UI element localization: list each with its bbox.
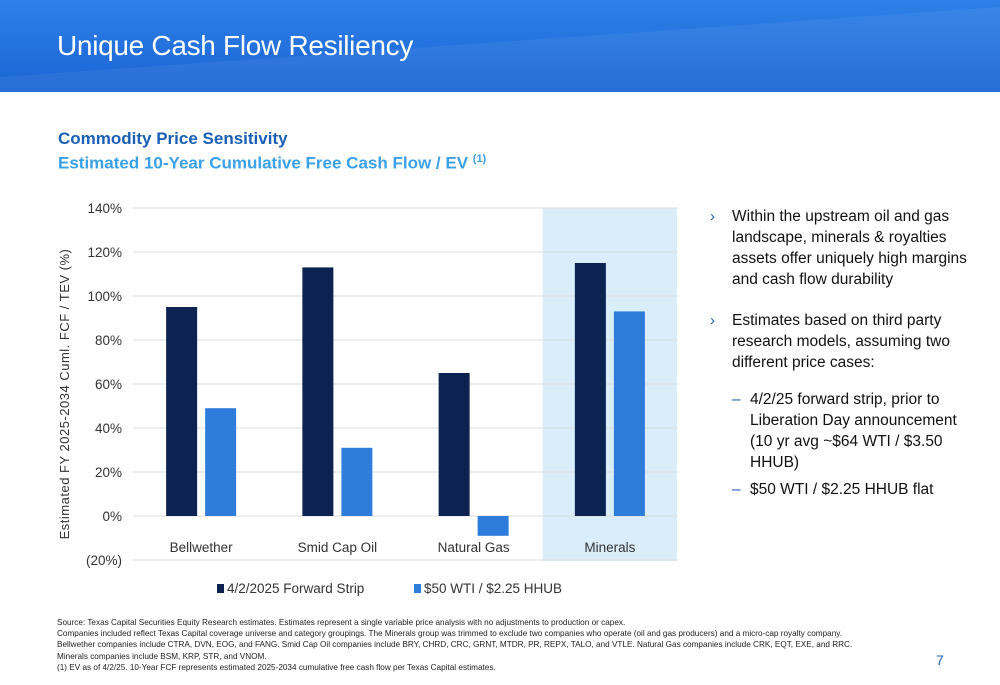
- y-tick-label: 80%: [95, 333, 122, 348]
- sub-bullet-point: –4/2/25 forward strip, prior to Liberati…: [710, 389, 990, 473]
- legend-swatch: [217, 584, 224, 593]
- y-tick-label: 140%: [87, 201, 122, 216]
- x-tick-label: Minerals: [584, 540, 635, 555]
- bar-flat-price: [477, 516, 509, 536]
- legend-swatch: [414, 584, 421, 593]
- chevron-right-icon: ›: [710, 208, 715, 225]
- footnote-marker: (1): [472, 153, 487, 165]
- page-number: 7: [936, 652, 944, 668]
- footnotes: Source: Texas Capital Securities Equity …: [57, 617, 937, 673]
- footnote-line: (1) EV as of 4/2/25. 10-Year FCF represe…: [57, 662, 496, 672]
- sub-bullet-text: 4/2/25 forward strip, prior to Liberatio…: [750, 391, 957, 471]
- dash-icon: –: [732, 481, 741, 498]
- bar-flat-price: [613, 311, 645, 516]
- dash-icon: –: [732, 391, 741, 408]
- y-tick-label: 60%: [95, 377, 122, 392]
- title-banner: Unique Cash Flow Resiliency: [0, 0, 1000, 92]
- y-tick-label: 0%: [102, 509, 122, 524]
- bar-forward-strip: [302, 267, 334, 516]
- bar-forward-strip: [166, 307, 198, 516]
- y-tick-label: (20%): [86, 553, 122, 568]
- chevron-right-icon: ›: [710, 312, 715, 329]
- sub-bullet-point: – $50 WTI / $2.25 HHUB flat: [710, 479, 990, 500]
- chart-subheading-text: Estimated 10-Year Cumulative Free Cash F…: [58, 153, 469, 173]
- x-tick-label: Smid Cap Oil: [298, 540, 378, 555]
- bar-flat-price: [341, 447, 373, 516]
- y-tick-label: 20%: [95, 465, 122, 480]
- bullet-text: Within the upstream oil and gas landscap…: [732, 208, 967, 288]
- footnote-line: Companies included reflect Texas Capital…: [57, 629, 843, 639]
- footnote-line: Bellwether companies include CTRA, DVN, …: [57, 640, 853, 650]
- bullet-point: › Within the upstream oil and gas landsca…: [710, 206, 990, 290]
- bar-forward-strip: [574, 263, 606, 516]
- bullet-point: › Estimates based on third party research…: [710, 310, 990, 373]
- footnote-line: Minerals companies include BSM, KRP, STR…: [57, 651, 267, 661]
- x-tick-label: Bellwether: [170, 540, 234, 555]
- legend-label: $50 WTI / $2.25 HHUB: [424, 581, 562, 596]
- footnote-line: Source: Texas Capital Securities Equity …: [57, 618, 626, 627]
- chart-subheading: Estimated 10-Year Cumulative Free Cash F…: [58, 153, 486, 174]
- bar-chart: (20%) 0% 20% 40% 60% 80% 100% 120% 140% Bellwethe…: [57, 201, 678, 596]
- y-tick-label: 40%: [95, 421, 122, 436]
- x-tick-label: Natural Gas: [438, 540, 510, 555]
- bullet-list: › Within the upstream oil and gas landsca…: [710, 206, 990, 510]
- bar-flat-price: [205, 408, 237, 516]
- y-tick-label: 100%: [87, 289, 122, 304]
- legend-label: 4/2/2025 Forward Strip: [227, 581, 364, 596]
- sub-bullet-text: $50 WTI / $2.25 HHUB flat: [750, 481, 934, 498]
- y-axis-label: Estimated FY 2025-2034 Cuml. FCF / TEV (…: [57, 249, 72, 540]
- y-tick-label: 120%: [87, 245, 122, 260]
- bar-forward-strip: [438, 373, 470, 516]
- page-title: Unique Cash Flow Resiliency: [57, 30, 414, 61]
- bullet-text: Estimates based on third party research …: [732, 312, 950, 371]
- chart-heading: Commodity Price Sensitivity: [58, 129, 288, 148]
